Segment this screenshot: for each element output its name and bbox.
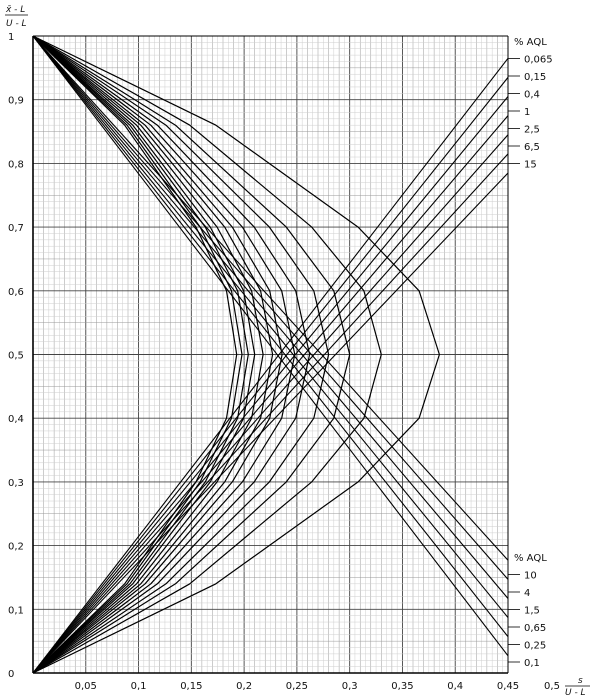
line-aql-4 bbox=[32, 35, 509, 580]
legend-entry: 15 bbox=[524, 160, 537, 171]
y-tick-label: 0,1 bbox=[8, 605, 24, 616]
curve-aql-0,15 bbox=[32, 35, 249, 674]
y-axis-title-denominator: U - L bbox=[6, 19, 27, 29]
acceptance-curves bbox=[32, 35, 509, 674]
legend-entry: 6,5 bbox=[524, 142, 540, 153]
y-axis-title-numerator: x̄ - L bbox=[5, 5, 25, 15]
line-aql-2,5 bbox=[32, 134, 509, 674]
y-tick-label: 0 bbox=[8, 669, 14, 680]
line-aql-0,65 bbox=[32, 35, 509, 618]
y-tick-label: 1 bbox=[8, 32, 14, 43]
legend-title: % AQL bbox=[514, 553, 547, 564]
legend-entry: 10 bbox=[524, 571, 537, 582]
legend-entry: 1,5 bbox=[524, 606, 540, 617]
x-tick-label: 0,4 bbox=[447, 681, 463, 692]
curve-aql-0,065 bbox=[32, 35, 238, 674]
curve-aql-4 bbox=[32, 35, 330, 674]
x-axis-title: s U - L bbox=[565, 676, 590, 697]
x-tick-label: 0,45 bbox=[497, 681, 519, 692]
x-tick-label: 0,1 bbox=[131, 681, 147, 692]
legend-top: % AQL 0,065 0,15 0,4 1 2,5 6,5 15 bbox=[508, 37, 553, 171]
line-aql-0,25 bbox=[32, 35, 509, 638]
legend-entry: 0,065 bbox=[524, 55, 553, 66]
axes bbox=[32, 35, 509, 674]
line-aql-1,5 bbox=[32, 35, 509, 599]
x-axis-title-denominator: U - L bbox=[565, 688, 586, 697]
legend-entry: 0,25 bbox=[524, 641, 546, 652]
x-tick-label: 0,05 bbox=[75, 681, 97, 692]
y-tick-label: 0,6 bbox=[8, 287, 24, 298]
legend-bottom: % AQL 10 4 1,5 0,65 0,25 0,1 bbox=[508, 553, 547, 669]
line-aql-10 bbox=[32, 35, 509, 561]
curve-aql-1 bbox=[32, 35, 283, 674]
curve-aql-0,4 bbox=[32, 35, 264, 674]
legend-title: % AQL bbox=[514, 37, 547, 48]
legend-entry: 1 bbox=[524, 107, 530, 118]
legend-entry: 0,1 bbox=[524, 658, 540, 669]
y-axis-title: x̄ - L U - L bbox=[5, 5, 28, 29]
line-aql-1 bbox=[32, 115, 509, 674]
curve-aql-2,5 bbox=[32, 35, 311, 674]
legend-entry: 4 bbox=[524, 588, 530, 599]
curve-aql-10 bbox=[32, 35, 382, 674]
x-tick-labels: 0,05 0,1 0,15 0,2 0,25 0,3 0,35 0,4 0,45 0,5 bbox=[75, 681, 560, 692]
curve-aql-6,5 bbox=[32, 35, 351, 674]
y-tick-label: 0,2 bbox=[8, 542, 24, 553]
legend-entry: 2,5 bbox=[524, 125, 540, 136]
y-tick-label: 0,5 bbox=[8, 351, 24, 362]
x-tick-label: 0,15 bbox=[180, 681, 202, 692]
x-tick-label: 0,3 bbox=[342, 681, 358, 692]
y-tick-label: 0,8 bbox=[8, 159, 24, 170]
x-tick-label: 0,25 bbox=[286, 681, 308, 692]
legend-entry: 0,65 bbox=[524, 623, 546, 634]
x-axis-title-numerator: s bbox=[578, 676, 583, 686]
legend-entry: 0,4 bbox=[524, 90, 540, 101]
y-tick-label: 0,4 bbox=[8, 414, 24, 425]
legend-entry: 0,15 bbox=[524, 72, 546, 83]
x-tick-label: 0,2 bbox=[236, 681, 252, 692]
line-aql-0,15 bbox=[32, 77, 509, 674]
line-aql-15 bbox=[32, 172, 509, 674]
x-tick-label: 0,5 bbox=[544, 681, 560, 692]
y-tick-label: 0,9 bbox=[8, 96, 24, 107]
line-aql-6,5 bbox=[32, 153, 509, 674]
x-tick-label: 0,35 bbox=[391, 681, 413, 692]
curve-aql-0,65 bbox=[32, 35, 274, 674]
y-tick-label: 0,7 bbox=[8, 223, 24, 234]
line-aql-0,4 bbox=[32, 96, 509, 674]
y-tick-labels: 0 0,1 0,2 0,3 0,4 0,5 0,6 0,7 0,8 0,9 1 bbox=[8, 32, 24, 680]
y-tick-label: 0,3 bbox=[8, 478, 24, 489]
curve-aql-0,1 bbox=[32, 35, 243, 674]
grid bbox=[33, 36, 508, 673]
curve-aql-1,5 bbox=[32, 35, 296, 674]
curve-aql-15 bbox=[32, 35, 440, 674]
curve-aql-0,25 bbox=[32, 35, 256, 674]
